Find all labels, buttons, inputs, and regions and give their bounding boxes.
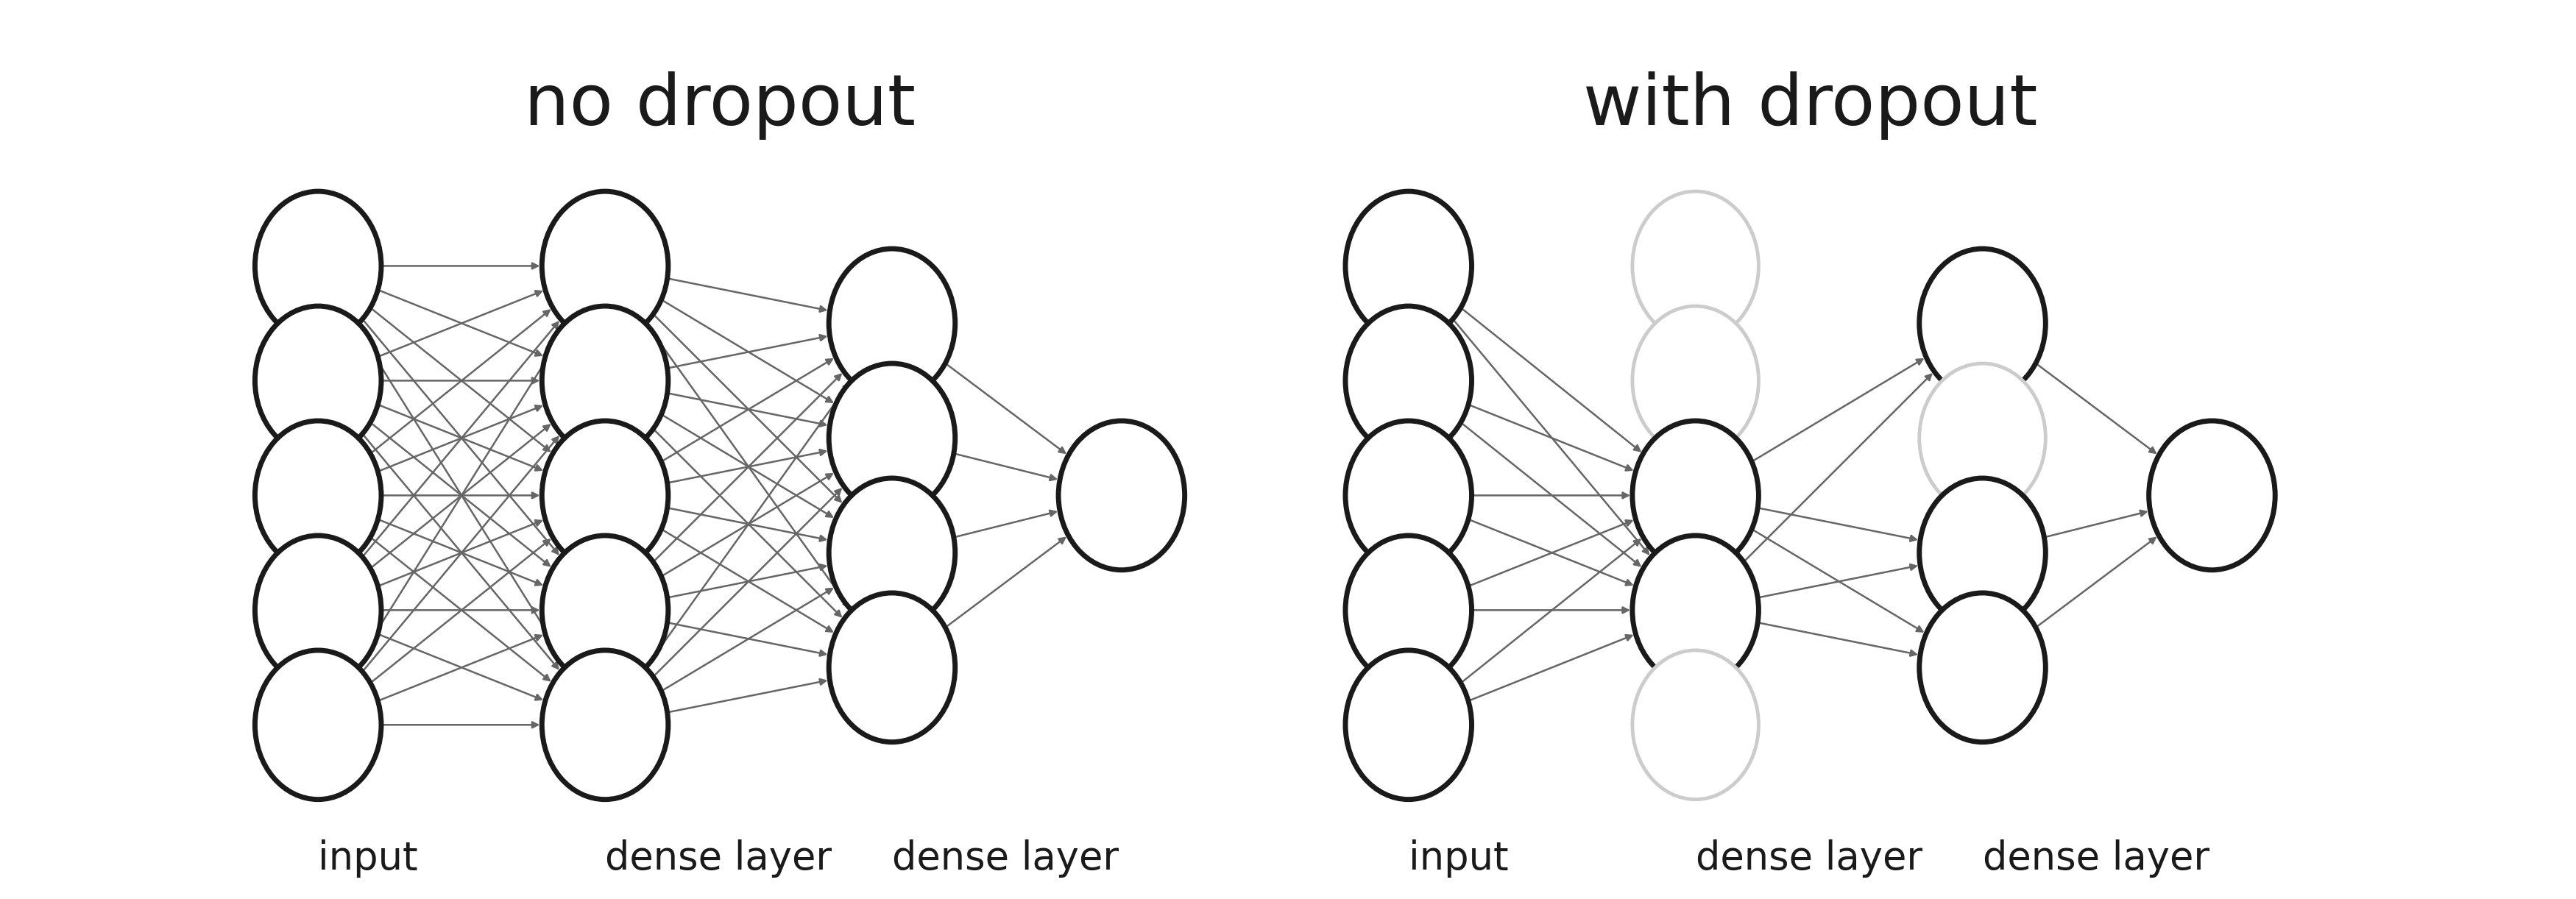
Ellipse shape xyxy=(1633,191,1759,341)
Text: dense layer: dense layer xyxy=(1984,840,2210,877)
Ellipse shape xyxy=(541,191,667,341)
Ellipse shape xyxy=(1345,650,1471,799)
Text: no dropout: no dropout xyxy=(523,71,914,139)
Ellipse shape xyxy=(1633,421,1759,570)
Ellipse shape xyxy=(2148,421,2275,570)
Ellipse shape xyxy=(255,536,381,685)
Ellipse shape xyxy=(255,306,381,455)
Ellipse shape xyxy=(1345,191,1471,341)
Ellipse shape xyxy=(541,306,667,455)
Ellipse shape xyxy=(255,650,381,799)
Ellipse shape xyxy=(1345,421,1471,570)
Text: input: input xyxy=(1409,840,1510,877)
Ellipse shape xyxy=(541,536,667,685)
Ellipse shape xyxy=(1919,249,2045,398)
Ellipse shape xyxy=(255,191,381,341)
Ellipse shape xyxy=(829,249,956,398)
Ellipse shape xyxy=(541,650,667,799)
Text: dense layer: dense layer xyxy=(1695,840,1922,877)
Ellipse shape xyxy=(829,593,956,742)
Text: input: input xyxy=(317,840,417,877)
Ellipse shape xyxy=(829,478,956,628)
Text: dense layer: dense layer xyxy=(891,840,1118,877)
Ellipse shape xyxy=(829,363,956,512)
Ellipse shape xyxy=(1919,593,2045,742)
Ellipse shape xyxy=(1059,421,1185,570)
Ellipse shape xyxy=(255,421,381,570)
Ellipse shape xyxy=(1919,478,2045,628)
Ellipse shape xyxy=(541,421,667,570)
Ellipse shape xyxy=(1345,306,1471,455)
Ellipse shape xyxy=(1919,363,2045,512)
Ellipse shape xyxy=(1633,650,1759,799)
Ellipse shape xyxy=(1633,306,1759,455)
Ellipse shape xyxy=(1345,536,1471,685)
Text: with dropout: with dropout xyxy=(1584,71,2038,139)
Ellipse shape xyxy=(1633,536,1759,685)
Text: dense layer: dense layer xyxy=(605,840,832,877)
